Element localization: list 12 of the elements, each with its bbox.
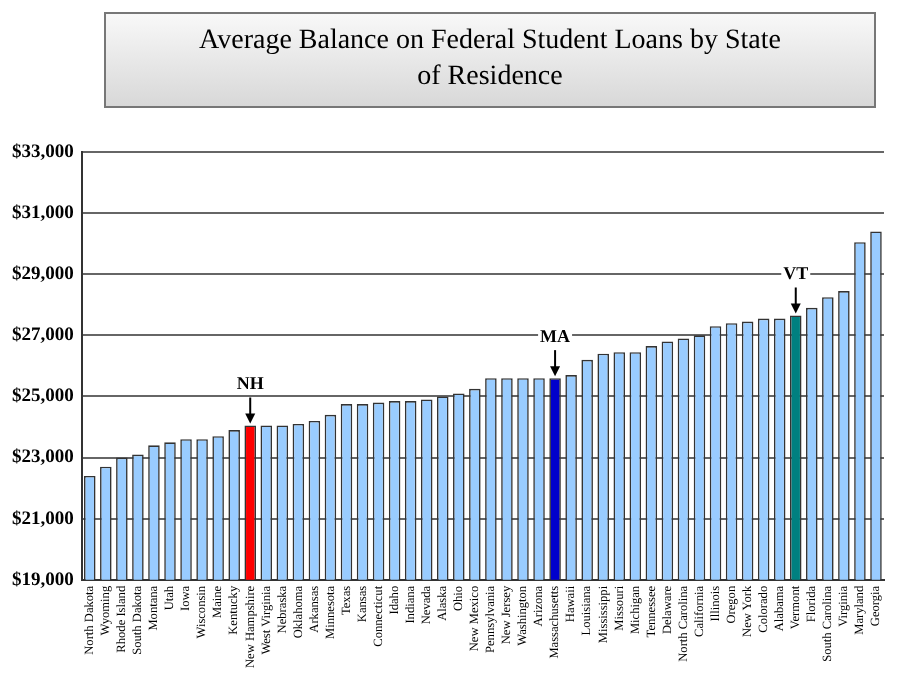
y-tick-label: $21,000 [12,509,75,530]
y-tick-label: $27,000 [12,326,75,347]
chart-title: Average Balance on Federal Student Loans by State of Residence [104,12,876,108]
y-tick-label: $29,000 [12,265,75,286]
y-tick-label: $23,000 [12,448,75,469]
y-tick-label: $25,000 [12,387,75,408]
annotation: MA [540,325,572,346]
y-tick-label: $19,000 [12,570,75,591]
annotation: VT [783,263,809,284]
annotation: NH [236,373,264,394]
y-tick-label: $33,000 [12,142,75,163]
y-tick-label: $31,000 [12,204,75,225]
